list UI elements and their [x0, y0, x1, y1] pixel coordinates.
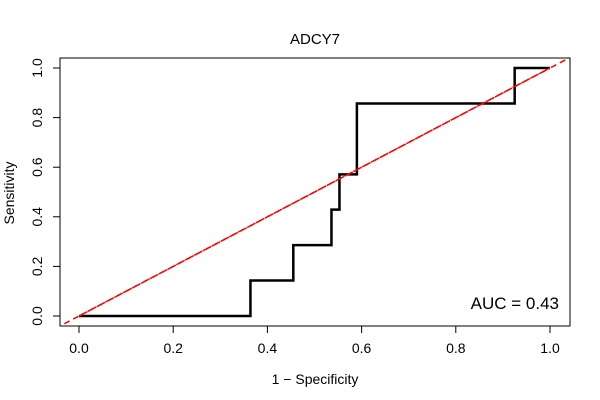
- plot-layer: 0.0 0.2 0.4 0.6 0.8 1.0 0.0 0.2 0.4 0.6 0.8 1.0: [29, 58, 570, 356]
- x-tick-label: 0.6: [352, 340, 372, 356]
- chart-title: ADCY7: [290, 31, 340, 48]
- x-tick-label: 0.0: [69, 340, 89, 356]
- x-tick-label: 1.0: [540, 340, 560, 356]
- y-tick-label: 0.4: [29, 207, 45, 227]
- reference-diagonal-extension: [60, 58, 570, 326]
- y-tick-label: 0.0: [29, 306, 45, 326]
- x-tick-label: 0.4: [258, 340, 278, 356]
- roc-curve-line: [79, 66, 550, 318]
- plot-frame: [59, 57, 571, 327]
- y-tick-label: 0.6: [29, 157, 45, 177]
- x-tick-label: 0.2: [163, 340, 183, 356]
- y-axis-label: Sensitivity: [1, 161, 17, 224]
- y-tick-label: 0.2: [29, 256, 45, 276]
- y-tick-label: 0.8: [29, 108, 45, 128]
- x-axis-label: 1 − Specificity: [272, 371, 359, 387]
- auc-annotation: AUC = 0.43: [471, 294, 559, 313]
- y-tick-label: 1.0: [29, 58, 45, 78]
- x-tick-label: 0.8: [446, 340, 466, 356]
